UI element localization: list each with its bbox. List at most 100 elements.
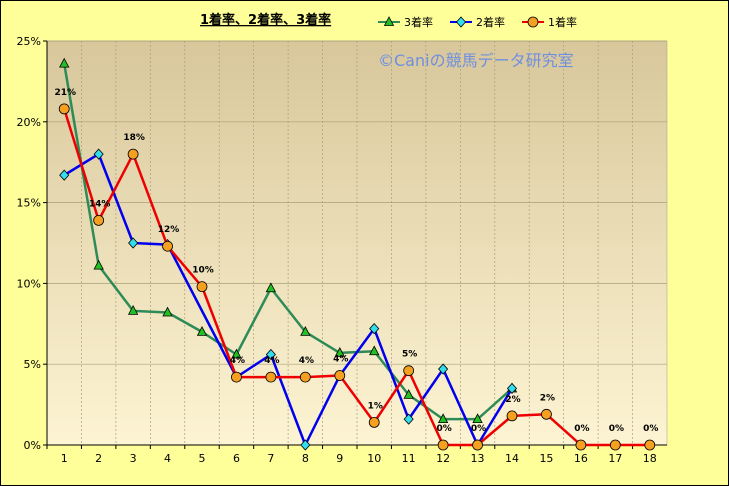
- data-label: 4%: [299, 356, 314, 366]
- data-point-diamond: [59, 169, 70, 181]
- data-point-circle: [162, 240, 173, 252]
- y-tick-label: 20%: [17, 116, 41, 129]
- data-point-triangle: [231, 348, 242, 359]
- data-label: 2%: [505, 395, 520, 405]
- x-tick-label: 12: [436, 452, 450, 465]
- x-tick-label: 8: [302, 452, 309, 465]
- data-point-diamond: [403, 413, 414, 425]
- legend: 3着率 2着率 1着率: [378, 15, 577, 29]
- data-label: 14%: [89, 199, 111, 209]
- chart-title: 1着率、2着率、3着率: [200, 12, 331, 28]
- data-point-circle: [334, 370, 346, 381]
- data-point-circle: [196, 281, 208, 293]
- series-3: [58, 103, 656, 451]
- x-tick-label: 2: [95, 452, 102, 465]
- data-point-diamond: [369, 323, 380, 335]
- data-point-circle: [527, 16, 539, 28]
- data-point-circle: [609, 439, 621, 451]
- data-label: 5%: [402, 350, 417, 360]
- data-point-triangle: [472, 413, 483, 424]
- data-point-circle: [265, 371, 277, 383]
- y-tick-label: 15%: [17, 197, 41, 210]
- data-point-diamond: [455, 16, 467, 28]
- data-point-circle: [506, 410, 518, 422]
- x-tick-label: 17: [608, 452, 622, 465]
- data-point-circle: [368, 416, 380, 428]
- data-label: 0%: [436, 424, 451, 434]
- data-point-triangle: [403, 389, 414, 399]
- data-point-circle: [127, 148, 139, 160]
- data-label: 0%: [574, 424, 589, 434]
- data-label: 0%: [643, 424, 658, 434]
- data-point-diamond: [506, 382, 518, 395]
- data-point-circle: [472, 439, 483, 451]
- x-tick-label: 18: [643, 452, 657, 465]
- y-tick-label: 25%: [17, 35, 41, 48]
- data-label: 4%: [333, 355, 348, 365]
- data-label: 21%: [54, 88, 76, 98]
- legend-label: 1着率: [548, 15, 577, 29]
- data-point-triangle: [196, 326, 208, 336]
- x-tick-label: 16: [574, 452, 588, 465]
- data-point-triangle: [59, 57, 70, 68]
- y-tick-label: 10%: [17, 277, 41, 290]
- data-labels: 21% 14% 18% 12% 10% 4% 4% 4% 4% 1% 5% 0% 0% 2% 2% 0% 0% 0…: [54, 88, 658, 434]
- data-point-triangle: [300, 326, 311, 336]
- data-label: 12%: [158, 225, 180, 235]
- data-point-triangle: [369, 345, 380, 356]
- data-point-circle: [437, 439, 449, 451]
- data-point-circle: [541, 408, 552, 420]
- data-point-triangle: [162, 306, 173, 317]
- x-tick-label: 9: [336, 452, 343, 465]
- x-tick-label: 10: [367, 452, 381, 465]
- y-tick-label: 5%: [24, 358, 41, 371]
- data-point-triangle: [334, 347, 345, 357]
- data-label: 10%: [192, 266, 214, 276]
- data-label: 0%: [471, 424, 486, 434]
- x-tick-label: 1: [61, 452, 68, 465]
- x-tick-label: 14: [505, 452, 519, 465]
- x-tick-label: 13: [471, 452, 485, 465]
- axes: 0%5%10%15%20%25%1 2 3 4 5 6 7 8 9 10 11 12 13 14 15 16 1…: [17, 35, 667, 465]
- series-line: [63, 108, 650, 447]
- data-point-diamond: [300, 439, 311, 451]
- data-label: 0%: [609, 424, 624, 434]
- data-point-triangle: [437, 413, 449, 424]
- legend-item-2: 2着率: [450, 15, 505, 29]
- data-point-diamond: [128, 237, 139, 249]
- x-tick-label: 5: [199, 452, 206, 465]
- legend-item-1: 3着率: [378, 15, 433, 29]
- x-tick-label: 7: [267, 452, 274, 465]
- data-point-triangle: [383, 16, 395, 26]
- series-line: [62, 63, 513, 421]
- data-label: 1%: [368, 401, 383, 411]
- watermark-text: ©Caniの競馬データ研究室: [378, 51, 574, 70]
- data-point-diamond: [93, 148, 104, 160]
- data-point-circle: [403, 365, 415, 377]
- data-point-triangle: [127, 305, 139, 315]
- data-point-circle: [231, 371, 242, 383]
- data-point-circle: [93, 214, 105, 226]
- x-tick-label: 11: [402, 452, 416, 465]
- x-tick-label: 6: [233, 452, 240, 465]
- data-point-triangle: [265, 282, 277, 293]
- data-label: 2%: [540, 393, 555, 403]
- x-tick-label: 15: [539, 452, 553, 465]
- data-point-triangle: [93, 259, 104, 270]
- data-point-circle: [299, 371, 311, 383]
- legend-item-3: 1着率: [522, 15, 577, 29]
- legend-label: 2着率: [476, 15, 505, 29]
- data-label: 4%: [264, 356, 279, 366]
- data-point-diamond: [265, 348, 276, 361]
- data-point-diamond: [438, 363, 449, 375]
- data-label: 18%: [123, 133, 145, 143]
- data-point-circle: [644, 439, 656, 451]
- series-layer: [58, 57, 656, 451]
- data-label: 4%: [230, 356, 245, 366]
- data-point-circle: [575, 439, 587, 451]
- x-tick-label: 4: [164, 452, 171, 465]
- x-tick-label: 3: [130, 452, 137, 465]
- data-point-circle: [58, 103, 70, 115]
